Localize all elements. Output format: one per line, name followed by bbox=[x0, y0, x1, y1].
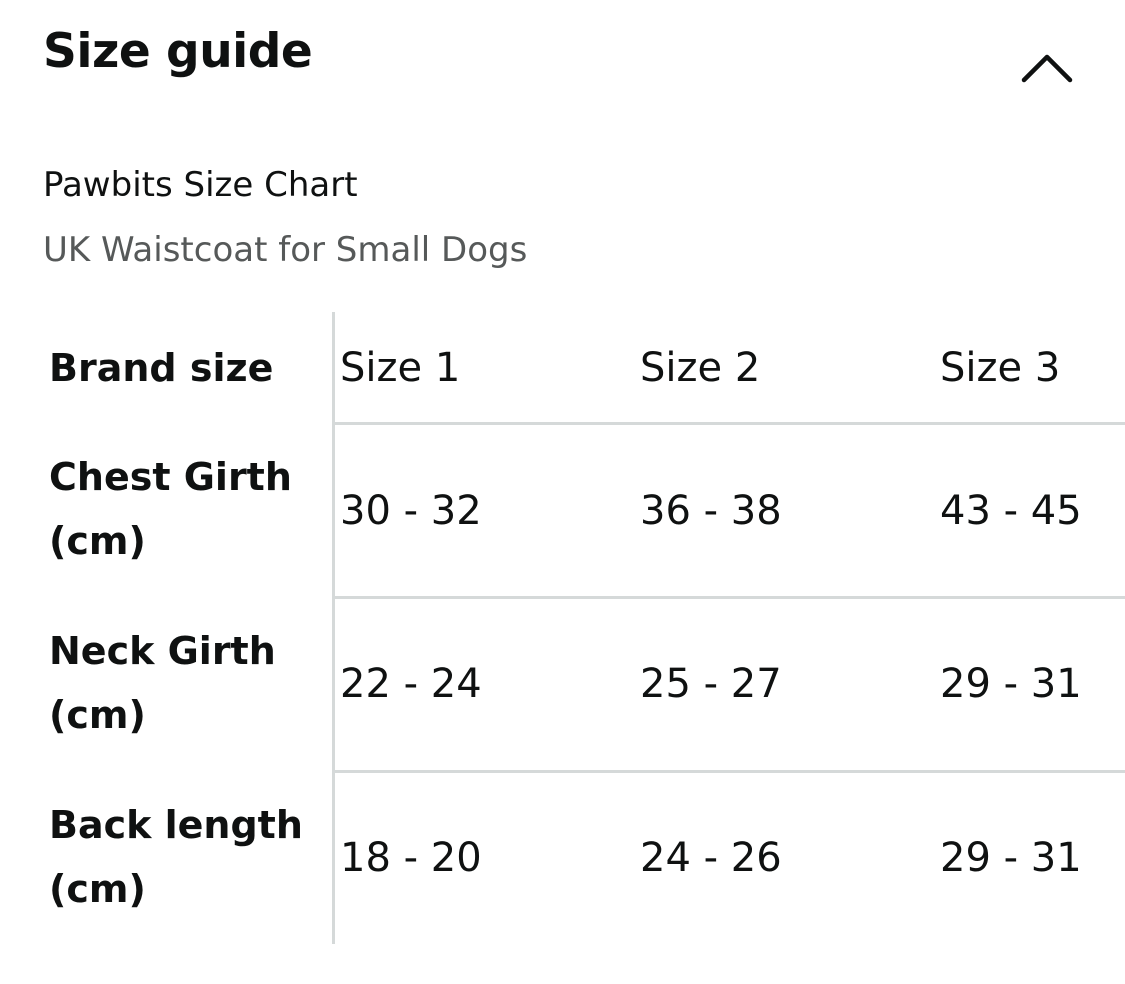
section-title: Size guide bbox=[43, 24, 313, 79]
table-cell: 24 - 26 bbox=[640, 835, 782, 881]
table-cell: 30 - 32 bbox=[340, 488, 482, 534]
row-header-back-length: Back length (cm) bbox=[49, 793, 319, 921]
row-header-chest-girth: Chest Girth (cm) bbox=[49, 445, 319, 573]
column-header-size-3: Size 3 bbox=[940, 345, 1061, 391]
chart-title: Pawbits Size Chart bbox=[43, 165, 358, 205]
table-cell: 18 - 20 bbox=[340, 835, 482, 881]
size-guide-header[interactable]: Size guide bbox=[0, 0, 1125, 110]
row-divider bbox=[335, 422, 1125, 425]
table-cell: 25 - 27 bbox=[640, 661, 782, 707]
row-label-unit: (cm) bbox=[49, 519, 146, 563]
table-header-row: Brand size Size 1 Size 2 Size 3 bbox=[0, 312, 1125, 423]
table-cell: 43 - 45 bbox=[940, 488, 1082, 534]
column-header-size-1: Size 1 bbox=[340, 345, 461, 391]
table-cell: 29 - 31 bbox=[940, 835, 1082, 881]
column-divider bbox=[332, 312, 335, 944]
row-divider bbox=[335, 770, 1125, 773]
table-cell: 22 - 24 bbox=[340, 661, 482, 707]
table-row: Back length (cm) 18 - 20 24 - 26 29 - 31 bbox=[0, 773, 1125, 945]
column-header-size-2: Size 2 bbox=[640, 345, 761, 391]
row-label-unit: (cm) bbox=[49, 867, 146, 911]
row-label-line1: Neck Girth bbox=[49, 629, 276, 673]
row-header-neck-girth: Neck Girth (cm) bbox=[49, 619, 319, 747]
collapse-button[interactable] bbox=[1012, 44, 1082, 94]
table-row: Chest Girth (cm) 30 - 32 36 - 38 43 - 45 bbox=[0, 425, 1125, 597]
row-header-brand-size: Brand size bbox=[49, 346, 274, 390]
row-label-unit: (cm) bbox=[49, 693, 146, 737]
row-label-line1: Chest Girth bbox=[49, 455, 292, 499]
chevron-up-icon bbox=[1021, 54, 1073, 83]
table-cell: 36 - 38 bbox=[640, 488, 782, 534]
chart-subtitle: UK Waistcoat for Small Dogs bbox=[43, 230, 528, 270]
row-divider bbox=[335, 596, 1125, 599]
table-row: Neck Girth (cm) 22 - 24 25 - 27 29 - 31 bbox=[0, 599, 1125, 771]
row-label-line1: Back length bbox=[49, 803, 303, 847]
table-cell: 29 - 31 bbox=[940, 661, 1082, 707]
